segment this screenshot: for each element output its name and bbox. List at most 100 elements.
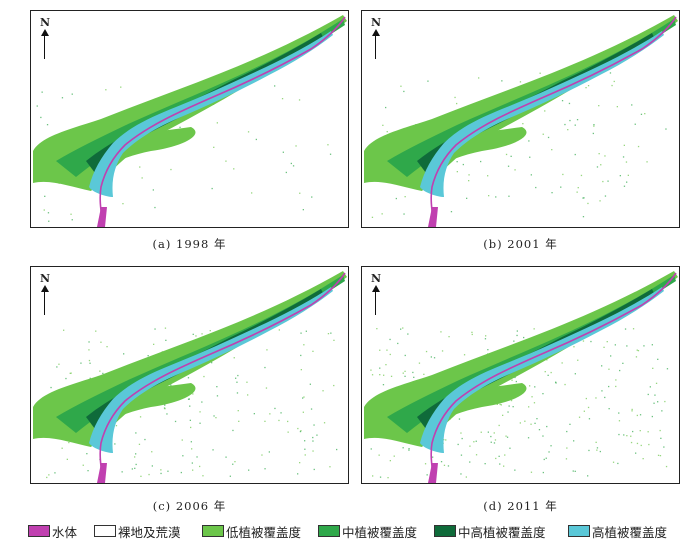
vegetation-speck [576,191,578,193]
vegetation-speck [496,403,498,405]
vegetation-speck [573,346,575,348]
vegetation-speck [664,400,666,403]
vegetation-speck [576,119,579,121]
vegetation-speck [154,328,156,330]
vegetation-speck [494,439,497,441]
vegetation-speck [412,371,414,374]
vegetation-speck [618,412,620,414]
vegetation-speck [393,455,395,457]
vegetation-speck [105,89,107,91]
legend: 水体 裸地及荒漠 低植被覆盖度 中植被覆盖度 中高植被覆盖度 高植被覆盖度 [28,522,680,542]
vegetation-speck [653,402,655,404]
vegetation-speck [225,456,227,458]
legend-label-mid: 中植被覆盖度 [342,524,418,540]
vegetation-speck [601,390,603,392]
vegetation-speck [443,464,446,466]
vegetation-speck [510,399,513,402]
vegetation-speck [588,418,591,420]
vegetation-speck [189,419,191,421]
vegetation-speck [608,385,610,388]
water-channel [99,16,346,227]
vegetation-speck [264,468,266,470]
north-arrowhead [372,29,380,36]
vegetation-speck [504,454,506,456]
vegetation-speck [657,454,660,456]
vegetation-speck [135,453,137,455]
vegetation-speck [523,336,525,339]
vegetation-speck [501,80,503,82]
vegetation-speck [300,430,302,432]
vegetation-speck [608,408,610,410]
vegetation-speck [247,394,249,396]
vegetation-speck [390,375,393,377]
vegetation-speck [114,443,116,445]
vegetation-speck [499,403,501,406]
vegetation-speck [460,454,463,456]
vegetation-speck [522,123,524,125]
vegetation-speck [625,161,628,163]
vegetation-speck [495,457,497,460]
vegetation-speck [649,386,651,388]
legend-label-water: 水体 [52,524,78,540]
vegetation-speck [232,429,234,432]
vegetation-speck [475,454,478,456]
vegetation-speck [322,390,324,392]
vegetation-speck [188,398,190,400]
vegetation-speck [538,429,541,431]
vegetation-speck [634,123,636,125]
vegetation-speck [440,331,442,333]
vegetation-speck [165,339,167,341]
north-arrow-shaft [375,33,376,59]
vegetation-speck [560,186,562,188]
vegetation-speck [514,169,516,171]
vegetation-speck [642,458,644,460]
vegetation-speck [278,329,280,331]
vegetation-speck [596,447,599,449]
vegetation-speck [192,333,194,335]
vegetation-speck [588,449,590,452]
north-arrowhead [41,285,49,292]
vegetation-speck [56,366,58,368]
north-arrow-icon: N [368,17,384,61]
vegetation-speck [211,362,213,364]
vegetation-speck [471,331,473,333]
vegetation-speck [473,441,475,443]
vegetation-speck [534,386,536,388]
vegetation-speck [530,174,532,176]
legend-item-mid: 中植被覆盖度 [318,522,417,540]
vegetation-speck [511,379,513,381]
vegetation-speck [310,408,313,410]
vegetation-speck [561,362,563,364]
vegetation-speck [619,175,621,177]
vegetation-speck [507,165,510,167]
vegetation-speck [295,145,297,147]
vegetation-speck [418,362,421,364]
vegetation-speck [660,437,662,439]
vegetation-speck [514,469,516,471]
vegetation-speck [43,209,45,211]
vegetation-speck [246,381,248,383]
vegetation-speck [120,86,122,88]
vegetation-speck [154,206,156,209]
vegetation-speck [386,131,388,133]
vegetation-speck [513,340,515,342]
vegetation-speck [551,149,553,151]
vegetation-speck [509,447,511,449]
vegetation-speck [80,362,82,364]
vegetation-speck [652,367,654,369]
vegetation-speck [572,470,574,472]
vegetation-speck [379,476,382,478]
vegetation-speck [566,447,568,449]
vegetation-speck [622,156,625,158]
vegetation-speck [302,209,304,211]
vegetation-speck [659,455,662,457]
vegetation-speck [578,416,581,418]
vegetation-speck [251,192,253,194]
vegetation-speck [636,414,638,417]
vegetation-speck [490,435,492,438]
vegetation-speck [519,422,521,424]
vegetation-speck [614,344,616,346]
vegetation-speck [166,413,168,415]
vegetation-speck [643,345,645,347]
vegetation-speck [313,468,315,471]
